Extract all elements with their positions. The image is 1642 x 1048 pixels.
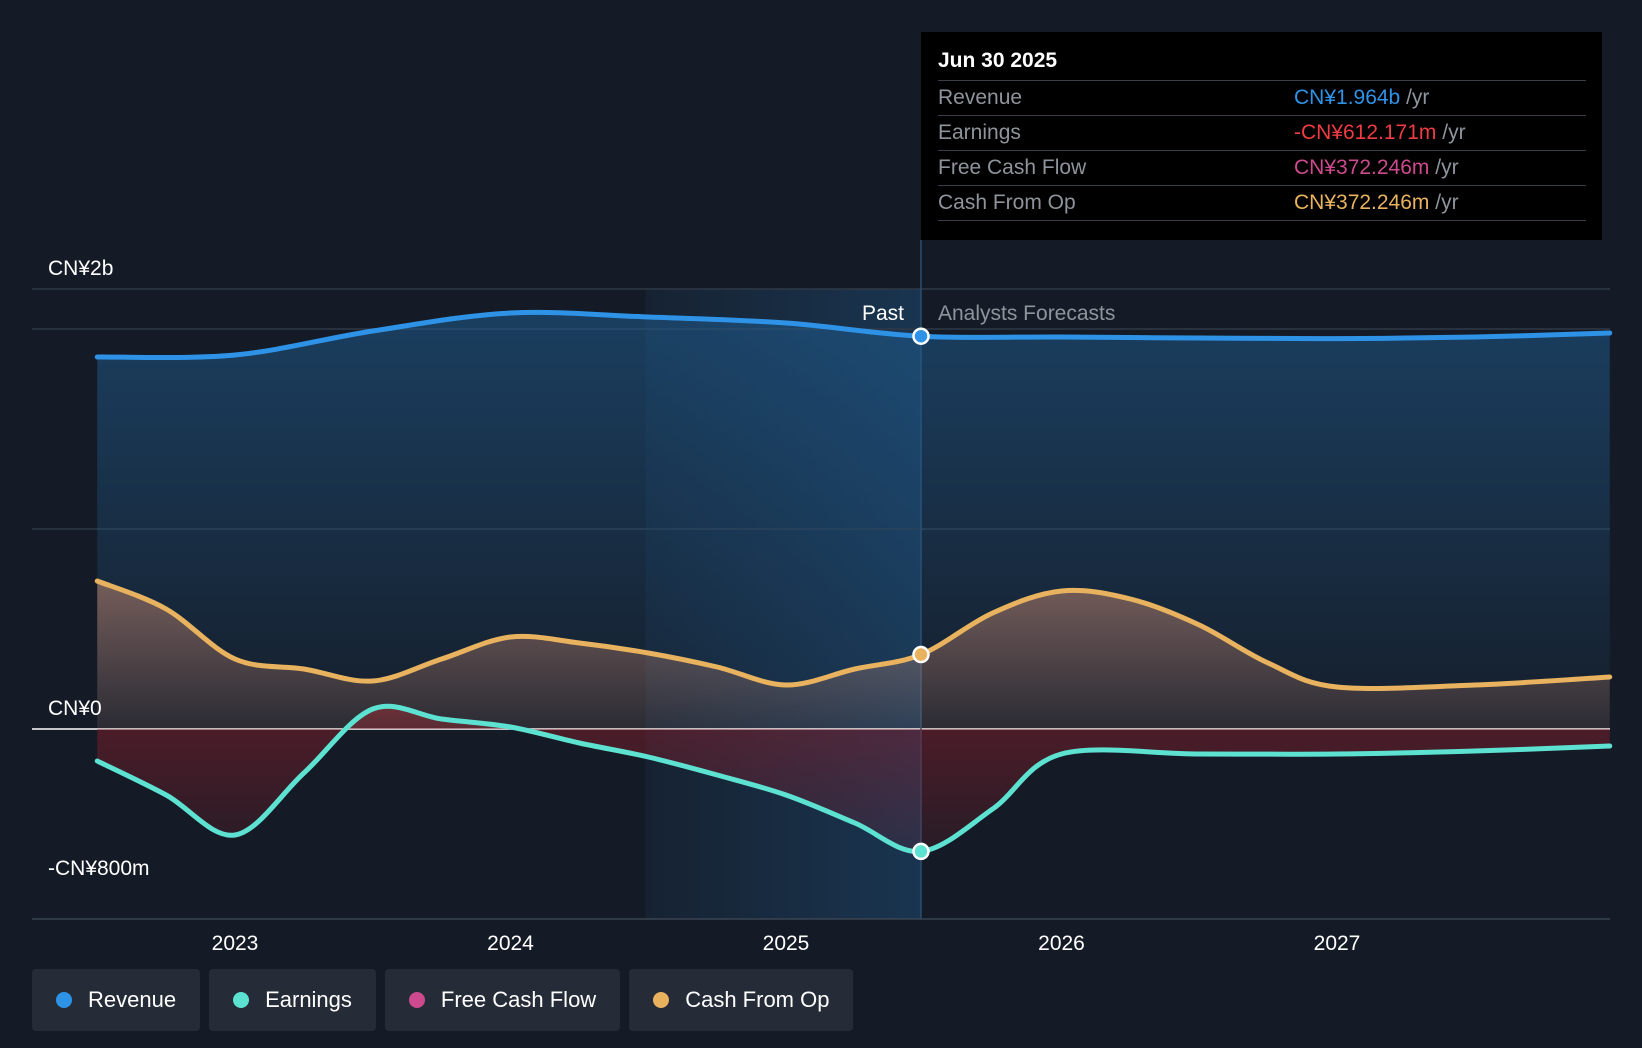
legend-label: Cash From Op [685, 987, 830, 1012]
earnings-line [94, 703, 1613, 854]
legend: Revenue Earnings Free Cash Flow Cash Fro… [32, 969, 854, 1031]
forecast-label: Analysts Forecasts [938, 302, 1115, 325]
legend-item-cash-from-op[interactable]: Cash From Op [629, 969, 854, 1031]
tooltip-row-cash-from-op: Cash From Op CN¥372.246m /yr [938, 186, 1586, 221]
legend-label: Earnings [265, 987, 352, 1012]
legend-item-earnings[interactable]: Earnings [209, 969, 376, 1031]
tooltip-label: Revenue [938, 86, 1023, 109]
tooltip-date: Jun 30 2025 [938, 46, 1586, 81]
revenue-line [94, 309, 1613, 360]
legend-label: Free Cash Flow [440, 987, 597, 1012]
earnings-marker[interactable] [912, 842, 930, 861]
tooltip-row-revenue: Revenue CN¥1.964b /yr [938, 81, 1586, 116]
past-label: Past [862, 302, 904, 325]
tooltip-value: -CN¥612.171m /yr [1294, 121, 1466, 144]
cash-from-op-marker[interactable] [912, 645, 930, 664]
tooltip-label: Earnings [938, 121, 1021, 144]
x-tick-label: 2025 [763, 932, 810, 955]
revenue-area [97, 312, 1610, 729]
revenue-dot-icon [56, 992, 72, 1008]
x-tick-label: 2023 [212, 932, 259, 955]
cash-from-op-line [94, 578, 1613, 691]
revenue-marker[interactable] [912, 327, 930, 345]
x-tick-label: 2024 [487, 932, 534, 955]
tooltip: Jun 30 2025 Revenue CN¥1.964b /yr Earnin… [921, 32, 1602, 240]
tooltip-value: CN¥1.964b /yr [1294, 86, 1430, 109]
tooltip-value: CN¥372.246m /yr [1294, 156, 1459, 179]
legend-item-free-cash-flow[interactable]: Free Cash Flow [384, 969, 621, 1031]
legend-item-revenue[interactable]: Revenue [32, 969, 201, 1031]
earnings-area [97, 706, 1610, 852]
y-tick-label: CN¥0 [48, 697, 102, 720]
cash-from-op-area [97, 581, 1610, 729]
cash-from-op-dot-icon [653, 992, 670, 1008]
free-cash-flow-dot-icon [408, 992, 425, 1008]
y-tick-label: -CN¥800m [48, 857, 150, 880]
tooltip-row-free-cash-flow: Free Cash Flow CN¥372.246m /yr [938, 151, 1586, 186]
earnings-dot-icon [233, 992, 250, 1008]
tooltip-row-earnings: Earnings -CN¥612.171m /yr [938, 116, 1586, 151]
y-tick-label: CN¥2b [48, 257, 113, 280]
x-tick-label: 2027 [1314, 932, 1361, 955]
tooltip-label: Cash From Op [938, 191, 1076, 214]
legend-label: Revenue [88, 987, 177, 1012]
tooltip-label: Free Cash Flow [938, 156, 1087, 179]
tooltip-value: CN¥372.246m /yr [1294, 191, 1459, 214]
x-tick-label: 2026 [1038, 932, 1085, 955]
